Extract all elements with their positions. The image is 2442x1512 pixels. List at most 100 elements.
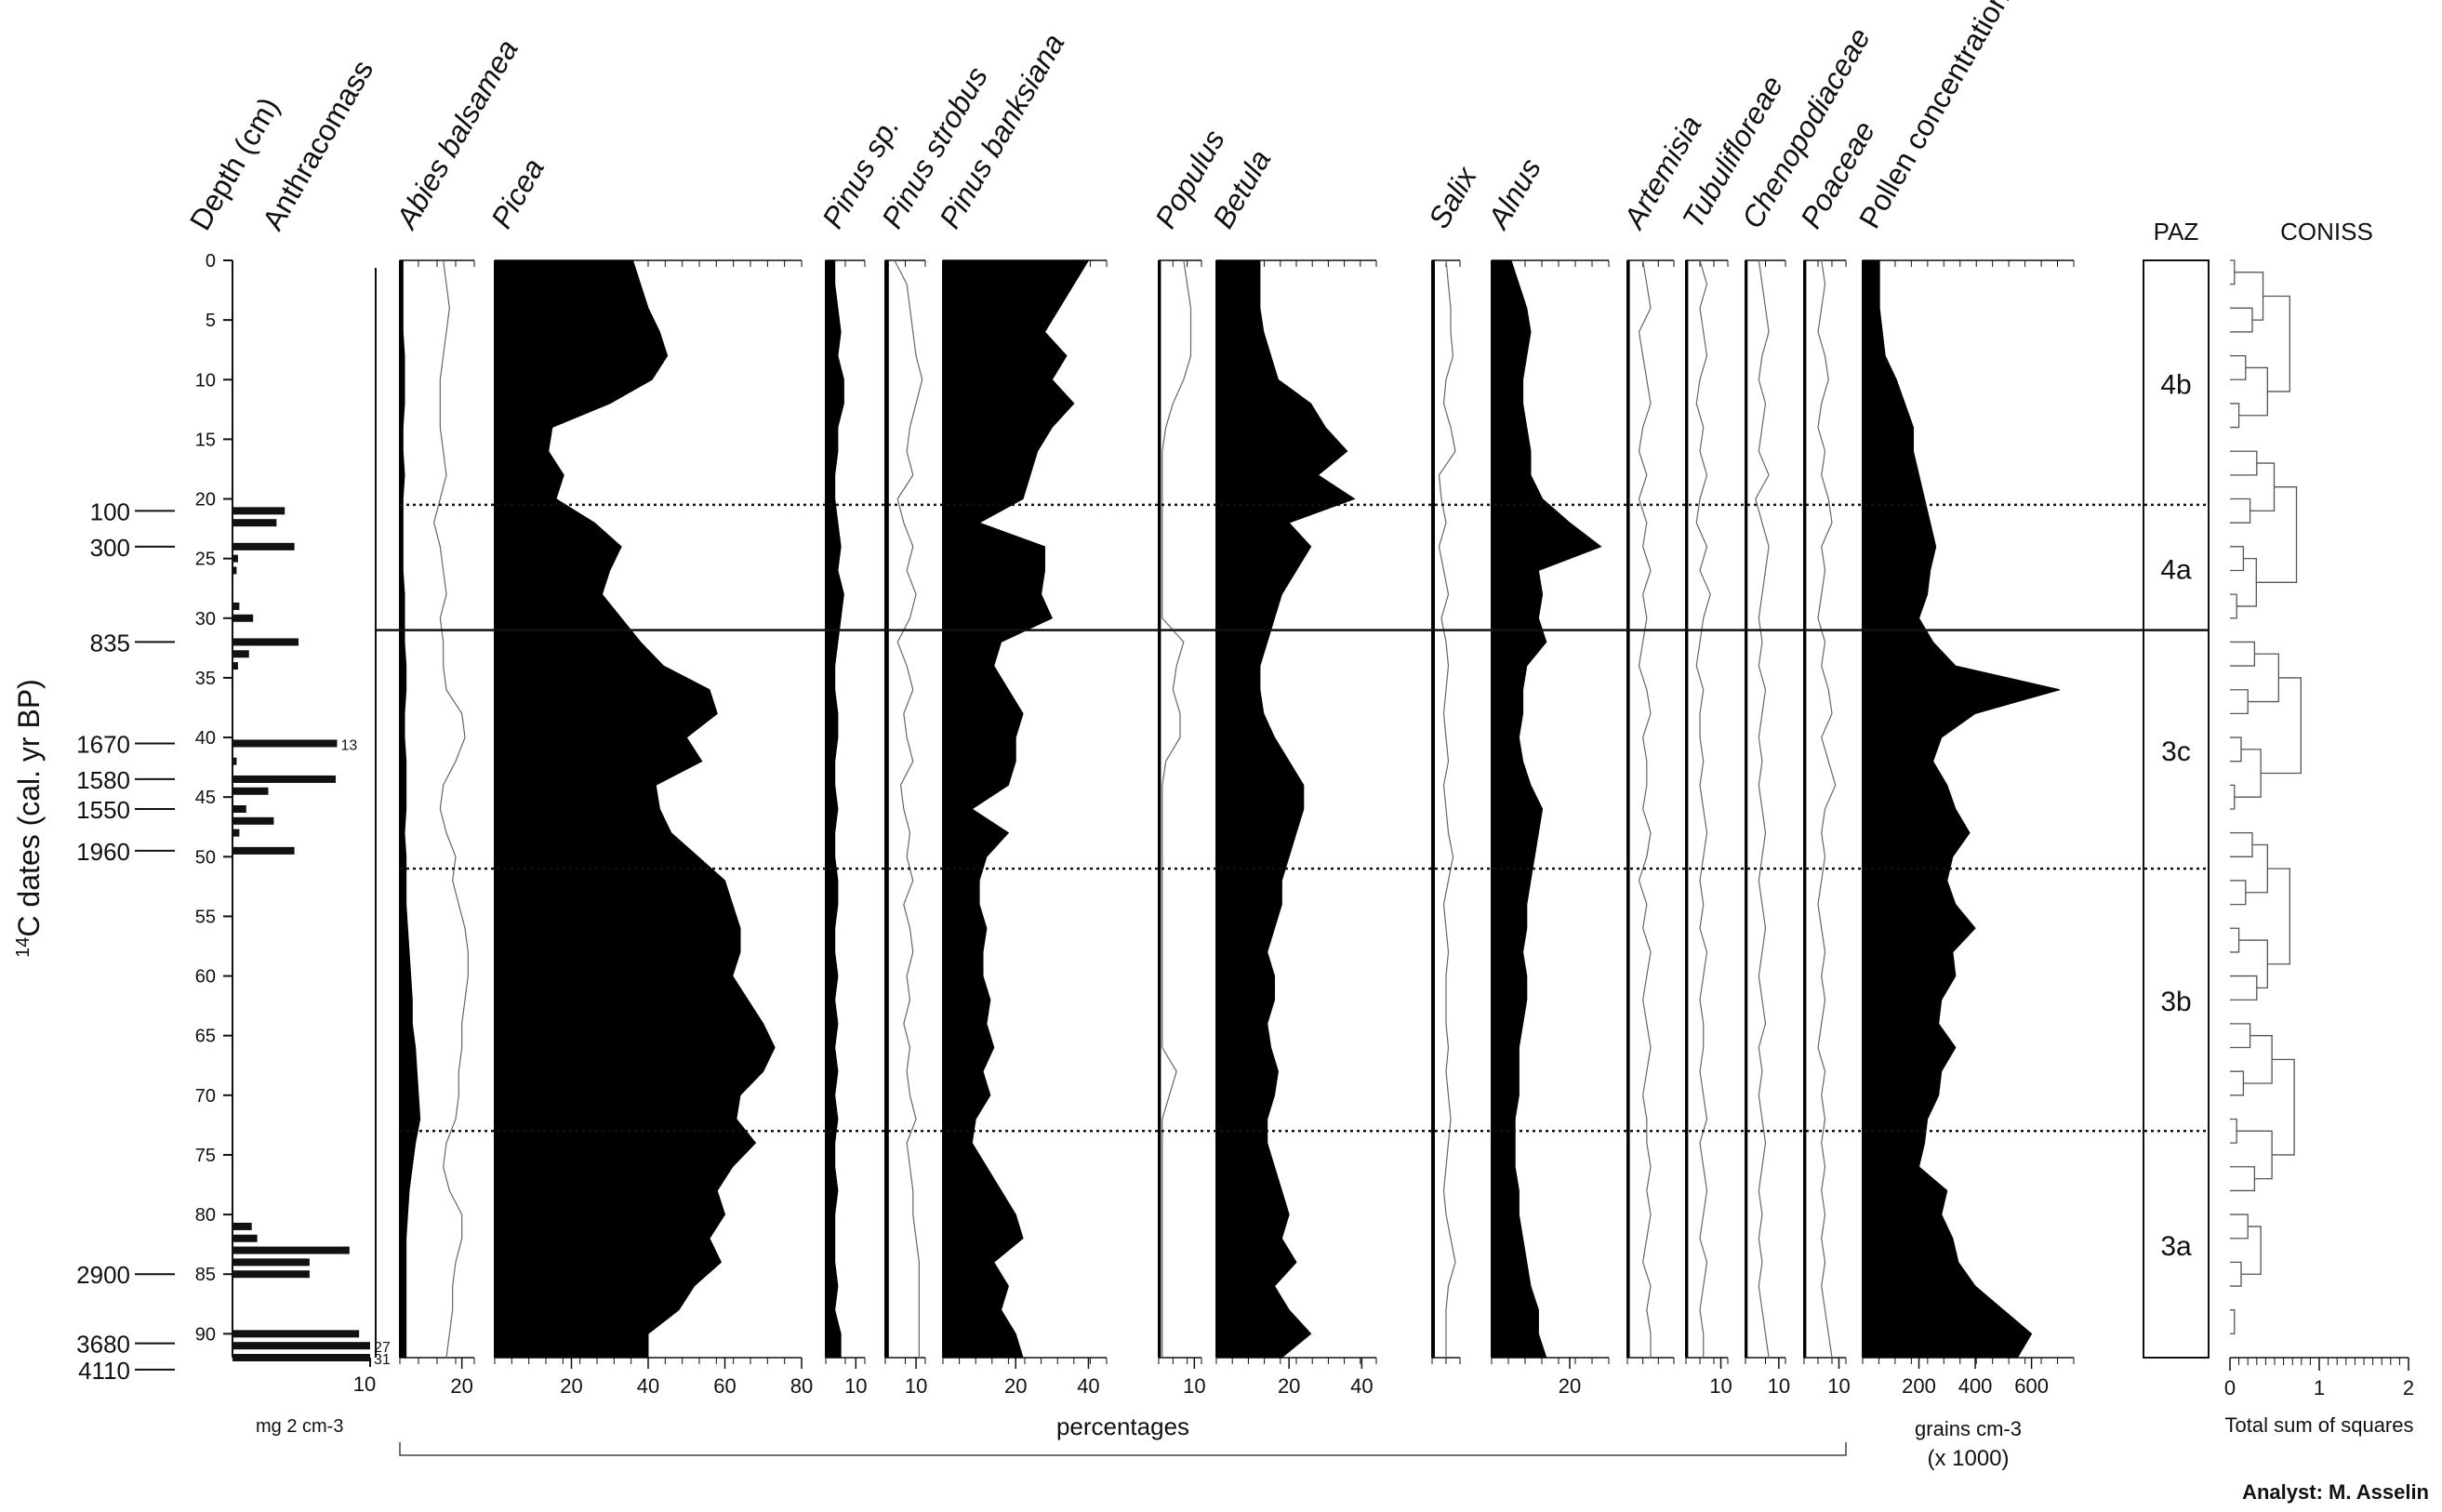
taxon-tick-label: 40 [1350,1374,1373,1398]
anthracomass-bar [232,739,338,748]
anthracomass-bar [232,1246,350,1254]
depth-tick-label: 5 [206,311,216,331]
anthracomass-bar [232,757,237,765]
depth-tick-label: 15 [195,430,216,450]
paz-zone-label: 4b [2160,369,2191,400]
taxon-tick-label: 80 [790,1374,813,1398]
depth-tick-label: 60 [195,967,216,988]
depth-tick-label: 20 [195,490,216,511]
coniss-branch [2238,366,2268,417]
anthracomass-bar [232,775,336,783]
taxon-exaggeration-line [1438,259,1456,1358]
taxon-exaggeration-line [1817,259,1837,1359]
anthracomass-bar [232,846,295,855]
taxon-tick-label: 10 [1768,1374,1790,1398]
taxon-curve [1431,259,1435,1359]
paz-zone-label: 3a [2160,1231,2192,1262]
anthracomass-bar [232,638,299,646]
anthracomass-bar [232,542,295,550]
taxon-tick-label: 20 [560,1374,582,1398]
coniss-branch [2234,749,2262,798]
anthracomass-bar [232,1258,310,1267]
taxon-tick-label: 10 [1827,1374,1850,1398]
taxon-tick-label: 40 [1077,1374,1099,1398]
coniss-branch [2230,832,2253,857]
anthracomass-bar [232,566,237,575]
depth-tick-label: 30 [195,609,216,630]
taxon-tick-label: 20 [1278,1374,1300,1398]
depth-tick-label: 35 [195,669,216,689]
anthracomass-bar [232,614,254,622]
taxon-tick-label: 200 [1902,1374,1936,1398]
taxon-tick-label: 10 [905,1374,927,1398]
taxon-tick-label: 20 [1004,1374,1027,1398]
depth-tick-label: 0 [206,251,216,272]
anthracomass-bar [232,602,240,610]
date-label: 1670 [76,730,130,758]
taxon-curve [1862,259,2061,1359]
paz-title: PAZ [2154,218,2199,245]
depth-tick-label: 90 [195,1324,216,1345]
coniss-branch [2230,593,2237,619]
coniss-branch [2230,927,2240,953]
coniss-branch [2230,880,2247,906]
taxon-curve [494,259,776,1359]
depth-tick-label: 55 [195,907,216,927]
depth-tick-label: 65 [195,1027,216,1047]
coniss-branch [2230,1261,2242,1287]
depth-tick-label: 80 [195,1205,216,1226]
taxon-tick-label: 60 [713,1374,736,1398]
anthracomass-bar [232,554,238,563]
coniss-branch [2248,653,2279,703]
percentages-bracket [399,1442,1847,1456]
date-label: 1580 [76,766,130,794]
taxon-tick-label: 40 [637,1374,659,1398]
coniss-branch [2245,843,2268,894]
pollen-unit-sub: (x 1000) [1927,1446,2009,1471]
taxon-curve [1491,259,1602,1359]
coniss-branch [2230,1023,2251,1049]
taxon-tick-label: 10 [1709,1374,1732,1398]
paz-zone-label: 3b [2160,987,2191,1017]
percentages-label: percentages [1056,1413,1189,1440]
coniss-branch [2263,295,2290,392]
date-label: 3680 [76,1331,130,1359]
anthracomass-bar [232,650,249,658]
paz-zone-label: 4a [2160,554,2192,585]
taxon-curve [1626,259,1630,1359]
coniss-branch [2243,1035,2273,1084]
anthracomass-bar [232,507,285,515]
coniss-branch [2230,1118,2237,1144]
coniss-branch [2241,1226,2262,1275]
coniss-tick-label: 1 [2314,1376,2325,1399]
anthracomass-bar [232,1234,258,1242]
anthracomass-bar [232,829,240,837]
anthracomass-bar [232,805,246,813]
depth-tick-label: 40 [195,728,216,749]
taxon-curve [942,259,1090,1359]
coniss-branch [2230,1214,2249,1240]
taxon-curve [1745,259,1748,1359]
anthracomass-bar [232,816,274,825]
taxon-title: Salix [1422,161,1483,234]
taxon-title: Pollen concentration [1852,0,2016,233]
anthracomass-bar-note: 31 [374,1352,391,1368]
taxon-exaggeration-line [1161,259,1192,1358]
taxon-tick-label: 400 [1958,1374,1993,1398]
taxon-exaggeration-line [1638,259,1652,1358]
coniss-branch [2267,868,2290,965]
coniss-branch [2261,677,2302,775]
coniss-branch [2230,689,2249,715]
anthracomass-bar [232,1222,252,1230]
anthracomass-title: Anthracomass [256,54,379,235]
date-label: 1550 [76,796,130,824]
taxon-tick-label: 10 [844,1374,867,1398]
coniss-branch [2250,462,2276,511]
paz-box [2143,259,2210,1359]
paz-zone-label: 3c [2161,736,2191,767]
date-label: 835 [90,629,130,657]
coniss-branch [2230,354,2247,380]
taxon-exaggeration-line [894,259,923,1358]
depth-tick-label: 50 [195,847,216,868]
pollen-unit: grains cm-3 [1915,1417,2022,1440]
